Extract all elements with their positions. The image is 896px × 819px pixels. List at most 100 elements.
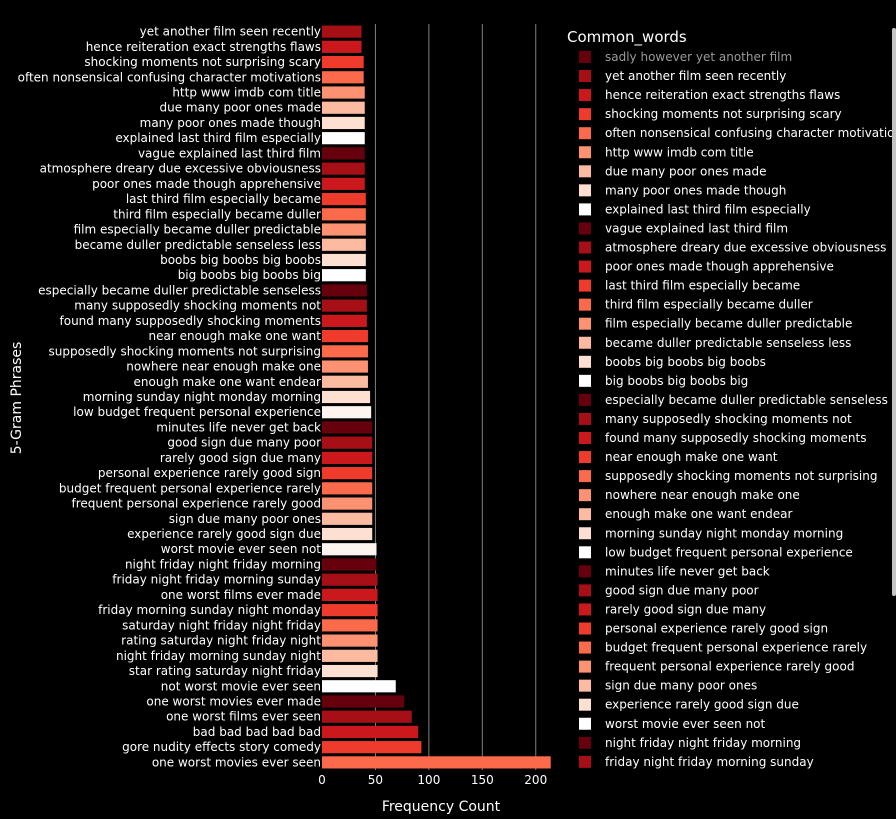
legend[interactable]: Common_words sadly however yet another f… [567, 28, 896, 769]
y-category-label: many supposedly shocking moments not [74, 299, 321, 313]
bar[interactable] [322, 680, 396, 693]
bar[interactable] [322, 543, 377, 556]
bar[interactable] [322, 710, 412, 723]
legend-item[interactable]: frequent personal experience rarely good [579, 660, 854, 674]
bar[interactable] [322, 741, 422, 754]
legend-item[interactable]: budget frequent personal experience rare… [579, 641, 867, 655]
bar[interactable] [322, 588, 378, 602]
legend-item[interactable]: worst movie ever seen not [579, 717, 766, 731]
legend-item[interactable]: nowhere near enough make one [579, 488, 800, 502]
bar[interactable] [322, 390, 371, 404]
bar[interactable] [322, 284, 367, 297]
legend-swatch [579, 508, 591, 521]
bar[interactable] [322, 604, 378, 617]
legend-item[interactable]: third film especially became duller [579, 298, 813, 312]
bar[interactable] [322, 482, 373, 495]
bar[interactable] [322, 512, 373, 525]
legend-item[interactable]: low budget frequent personal experience [579, 545, 853, 559]
bar[interactable] [322, 299, 367, 312]
x-axis-title: Frequency Count [382, 799, 501, 815]
bar[interactable] [322, 269, 366, 282]
legend-item[interactable]: sign due many poor ones [579, 679, 757, 693]
bar[interactable] [322, 573, 378, 586]
legend-item[interactable]: shocking moments not surprising scary [579, 107, 842, 121]
y-category-label: shocking moments not surprising scary [84, 55, 321, 69]
legend-item[interactable]: film especially became duller predictabl… [579, 317, 852, 331]
bar[interactable] [322, 345, 368, 358]
legend-item[interactable]: especially became duller predictable sen… [579, 393, 888, 407]
legend-item[interactable]: supposedly shocking moments not surprisi… [579, 469, 877, 483]
bar[interactable] [322, 756, 551, 769]
bar[interactable] [322, 116, 365, 130]
legend-item[interactable]: big boobs big boobs big [579, 374, 748, 388]
legend-item[interactable]: sadly however yet another film [579, 50, 792, 64]
legend-item[interactable]: due many poor ones made [579, 164, 766, 178]
legend-item[interactable]: night friday night friday morning [579, 736, 801, 750]
legend-label: big boobs big boobs big [605, 374, 748, 388]
legend-item[interactable]: rarely good sign due many [579, 602, 766, 616]
bar[interactable] [322, 314, 367, 327]
bar[interactable] [322, 40, 362, 53]
bar[interactable] [322, 725, 419, 739]
legend-item[interactable]: minutes life never get back [579, 564, 770, 578]
bar[interactable] [322, 360, 368, 373]
bar[interactable] [322, 330, 368, 343]
bar[interactable] [322, 253, 366, 267]
legend-item[interactable]: hence reiteration exact strengths flaws [579, 88, 840, 102]
bar[interactable] [322, 147, 365, 160]
bar[interactable] [322, 86, 365, 99]
bar[interactable] [322, 467, 373, 480]
x-tick-label: 100 [417, 773, 440, 787]
bar[interactable] [322, 25, 362, 38]
bar[interactable] [322, 649, 378, 662]
legend-item[interactable]: boobs big boobs big boobs [579, 355, 766, 369]
bar[interactable] [322, 619, 378, 632]
legend-item[interactable]: often nonsensical confusing character mo… [579, 126, 896, 140]
bar[interactable] [322, 238, 366, 251]
legend-item[interactable]: last third film especially became [579, 279, 800, 293]
bar[interactable] [322, 55, 364, 69]
legend-item[interactable]: experience rarely good sign due [579, 698, 799, 712]
bar[interactable] [322, 634, 378, 647]
bar[interactable] [322, 451, 373, 464]
legend-item[interactable]: enough make one want endear [579, 507, 793, 521]
legend-item[interactable]: personal experience rarely good sign [579, 622, 828, 636]
bar[interactable] [322, 527, 373, 541]
legend-item[interactable]: became duller predictable senseless less [579, 336, 851, 350]
bar[interactable] [322, 695, 405, 708]
legend-item[interactable]: near enough make one want [579, 450, 778, 464]
bar[interactable] [322, 208, 366, 221]
legend-item[interactable]: atmosphere dreary due excessive obviousn… [579, 241, 886, 255]
bar[interactable] [322, 558, 377, 571]
legend-item[interactable]: good sign due many poor [579, 583, 759, 597]
bar[interactable] [322, 436, 373, 449]
legend-label: personal experience rarely good sign [605, 622, 828, 636]
bar[interactable] [322, 192, 366, 206]
bar[interactable] [322, 223, 366, 236]
bar[interactable] [322, 497, 373, 510]
y-category-label: often nonsensical confusing character mo… [18, 70, 321, 84]
legend-title: Common_words [567, 28, 687, 47]
bar[interactable] [322, 421, 373, 434]
y-category-label: found many supposedly shocking moments [60, 314, 322, 328]
legend-item[interactable]: vague explained last third film [579, 221, 788, 235]
legend-item[interactable]: poor ones made though apprehensive [579, 260, 834, 274]
bar[interactable] [322, 132, 365, 145]
bar[interactable] [322, 177, 365, 190]
bar[interactable] [322, 406, 372, 419]
legend-scrollbar[interactable] [892, 28, 896, 596]
bar[interactable] [322, 101, 365, 114]
bar[interactable] [322, 375, 368, 388]
bar[interactable] [322, 162, 365, 175]
legend-item[interactable]: explained last third film especially [579, 202, 811, 216]
legend-item[interactable]: morning sunday night monday morning [579, 526, 843, 540]
bar[interactable] [322, 71, 364, 84]
legend-item[interactable]: yet another film seen recently [579, 69, 786, 83]
y-category-label: not worst movie ever seen [161, 679, 321, 693]
legend-item[interactable]: http www imdb com title [579, 145, 754, 159]
legend-item[interactable]: friday night friday morning sunday [579, 755, 814, 769]
bar[interactable] [322, 664, 378, 678]
legend-item[interactable]: many poor ones made though [579, 183, 786, 197]
legend-item[interactable]: found many supposedly shocking moments [579, 431, 867, 445]
legend-item[interactable]: many supposedly shocking moments not [579, 412, 852, 426]
